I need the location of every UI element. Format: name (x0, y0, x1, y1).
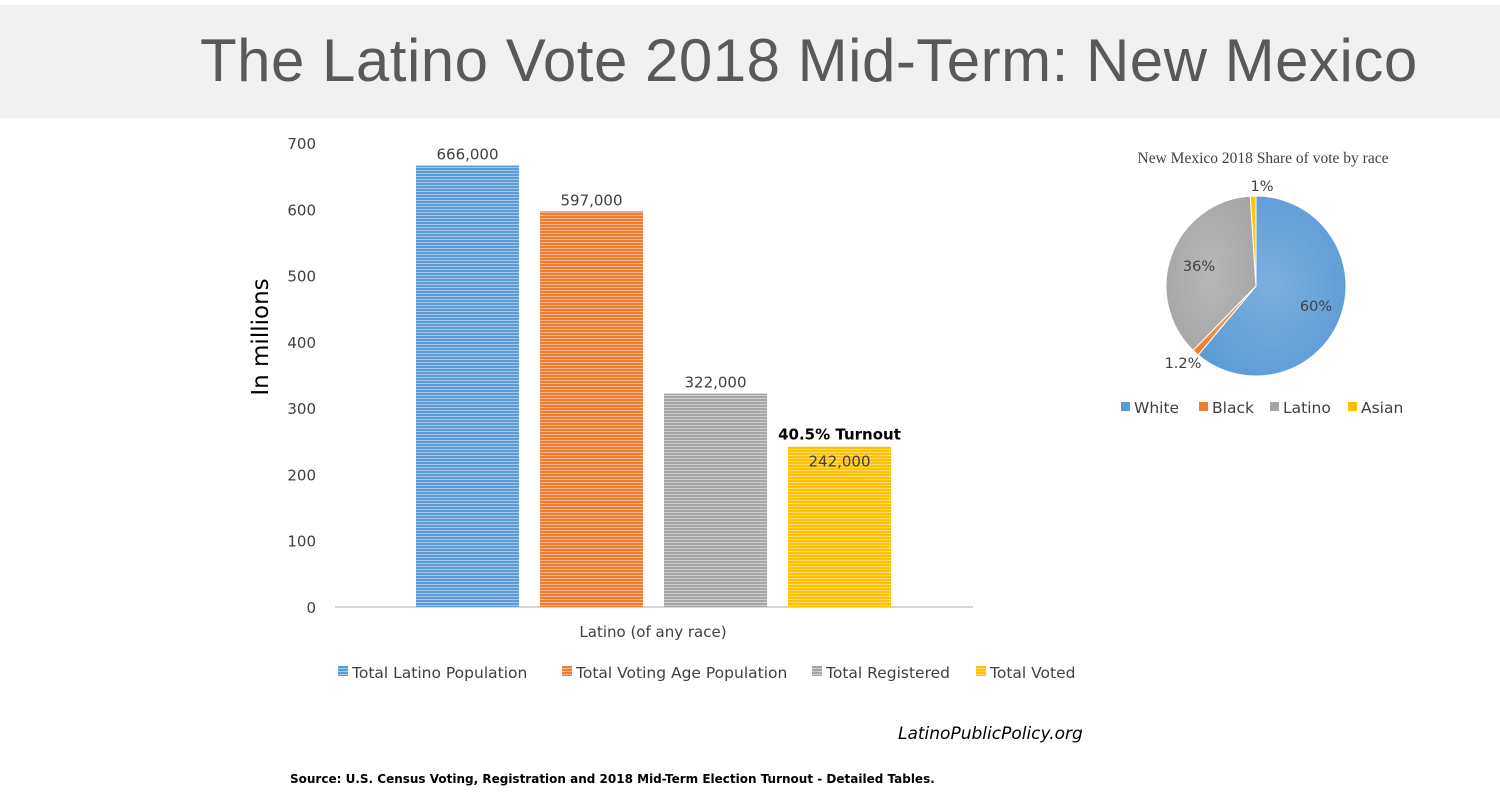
pie-legend-swatch (1121, 402, 1130, 411)
legend-label: Total Voting Age Population (575, 664, 787, 682)
pie-data-label: 36% (1183, 259, 1215, 275)
pie-data-label: 60% (1300, 299, 1332, 315)
y-axis-label: In millions (248, 278, 274, 395)
title-band (0, 5, 1500, 118)
bar-total-latino-population (416, 165, 519, 607)
y-tick-label: 700 (287, 135, 316, 153)
pie-title: New Mexico 2018 Share of vote by race (1138, 150, 1389, 167)
legend-swatch (812, 666, 822, 676)
data-label: 242,000 (808, 453, 870, 471)
y-tick-label: 400 (287, 334, 316, 352)
pie-legend-swatch (1270, 402, 1279, 411)
pie-legend-label: White (1134, 399, 1179, 417)
y-tick-label: 500 (287, 268, 316, 286)
y-tick-label: 0 (306, 599, 316, 617)
turnout-annotation: 40.5% Turnout (778, 426, 901, 444)
pie-data-label: 1% (1250, 179, 1273, 195)
y-tick-label: 200 (287, 466, 316, 484)
y-tick-label: 600 (287, 201, 316, 219)
bar-chart: 0 100 200 300 400 500 600 700 In millions Latino … (248, 135, 1075, 682)
site-credit: LatinoPublicPolicy.org (898, 724, 1083, 744)
x-axis-label: Latino (of any race) (579, 623, 726, 641)
page-title: The Latino Vote 2018 Mid-Term: New Mexic… (200, 27, 1418, 94)
bar-total-voting-age-population (540, 211, 643, 607)
y-tick-label: 300 (287, 400, 316, 418)
pie-slice-white (1197, 195, 1347, 377)
legend-swatch (338, 666, 348, 676)
legend-label: Total Voted (989, 664, 1075, 682)
pie-chart: New Mexico 2018 Share of vote by race 60%… (1121, 150, 1403, 417)
data-label: 322,000 (684, 374, 746, 392)
pie-legend-swatch (1199, 402, 1208, 411)
pie-slice-latino (1165, 195, 1257, 352)
data-label: 666,000 (436, 146, 498, 164)
source-note: Source: U.S. Census Voting, Registration… (290, 772, 935, 786)
pie-slice-asian (1249, 195, 1257, 287)
legend-label: Total Registered (825, 664, 950, 682)
pie-data-label: 1.2% (1165, 356, 1202, 372)
legend-swatch (976, 666, 986, 676)
legend-swatch (562, 666, 572, 676)
pie-legend-label: Asian (1361, 399, 1403, 417)
bar-total-registered (664, 393, 767, 607)
y-tick-label: 100 (287, 533, 316, 551)
pie-legend-label: Black (1212, 399, 1254, 417)
pie-legend-label: Latino (1283, 399, 1331, 417)
legend-label: Total Latino Population (351, 664, 527, 682)
pie-legend-swatch (1348, 402, 1357, 411)
data-label: 597,000 (560, 191, 622, 209)
bar-total-voted (788, 446, 891, 607)
